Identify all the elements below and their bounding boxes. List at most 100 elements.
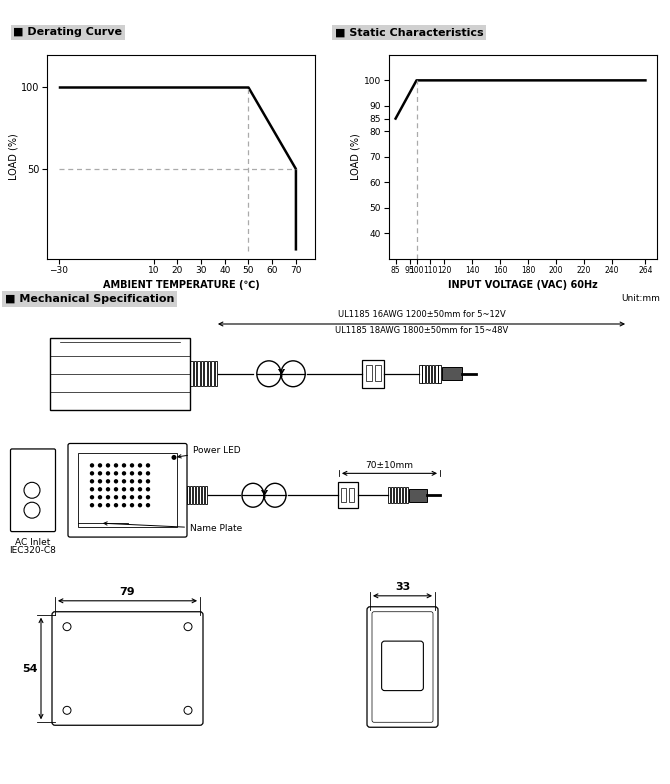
Circle shape [146,471,150,476]
Text: ■ Derating Curve: ■ Derating Curve [13,27,123,38]
Text: UL1185 16AWG 1200±50mm for 5~12V: UL1185 16AWG 1200±50mm for 5~12V [338,310,505,319]
Text: Y: Y [277,368,285,379]
Bar [196,486,198,504]
Y-axis label: LOAD (%): LOAD (%) [8,133,18,180]
Circle shape [130,479,134,484]
Circle shape [106,479,110,484]
Circle shape [98,503,103,507]
Circle shape [138,471,142,476]
Text: 54: 54 [23,663,38,673]
Circle shape [106,463,110,467]
Bar [50,338,190,409]
Bar [397,488,399,503]
Circle shape [138,479,142,484]
Bar [425,365,428,383]
Circle shape [90,503,94,507]
Text: Unit:mm: Unit:mm [621,294,660,303]
Bar [194,361,196,387]
Bar [214,361,217,387]
Circle shape [90,479,94,484]
Text: ■ Mechanical Specification: ■ Mechanical Specification [5,294,174,304]
Circle shape [138,487,142,492]
Bar [400,488,402,503]
Circle shape [172,455,176,460]
Bar [202,486,204,504]
Bar [193,486,195,504]
Circle shape [90,471,94,476]
Bar [197,361,200,387]
Bar [403,488,405,503]
Text: Power LED: Power LED [178,446,241,458]
Circle shape [106,471,110,476]
Bar [432,365,434,383]
Circle shape [106,503,110,507]
Bar [78,453,177,527]
Circle shape [130,463,134,467]
Bar [409,488,427,502]
Text: 79: 79 [120,586,135,597]
Circle shape [146,463,150,467]
Bar [438,365,441,383]
Bar [419,365,421,383]
Bar [362,360,384,388]
Circle shape [98,479,103,484]
Bar [388,488,390,503]
Bar [204,361,207,387]
Circle shape [122,503,126,507]
Text: AC Inlet: AC Inlet [15,538,51,547]
Circle shape [130,503,134,507]
Bar [211,361,214,387]
Bar [200,361,203,387]
Circle shape [106,495,110,499]
Circle shape [122,471,126,476]
Bar [208,361,210,387]
Bar [394,488,396,503]
Text: 33: 33 [395,582,410,592]
Circle shape [90,487,94,492]
Y-axis label: LOAD (%): LOAD (%) [351,133,361,180]
Circle shape [146,503,150,507]
Text: 70±10mm: 70±10mm [366,461,413,470]
Bar [406,488,408,503]
Bar [190,486,192,504]
Bar [442,368,462,380]
Circle shape [114,463,118,467]
Text: ■ Static Characteristics: ■ Static Characteristics [335,27,484,38]
Circle shape [146,479,150,484]
Circle shape [114,495,118,499]
Circle shape [146,495,150,499]
Circle shape [114,479,118,484]
Bar [190,361,193,387]
Bar [375,365,381,381]
Bar [341,488,346,503]
Circle shape [98,463,103,467]
Circle shape [130,471,134,476]
Bar [366,365,373,381]
Text: Name Plate: Name Plate [104,522,243,533]
Circle shape [130,495,134,499]
X-axis label: INPUT VOLTAGE (VAC) 60Hz: INPUT VOLTAGE (VAC) 60Hz [448,280,598,289]
Circle shape [146,487,150,492]
Circle shape [122,495,126,499]
Circle shape [98,487,103,492]
Circle shape [130,487,134,492]
Circle shape [122,463,126,467]
Circle shape [122,487,126,492]
Circle shape [98,495,103,499]
Text: UL1185 18AWG 1800±50mm for 15~48V: UL1185 18AWG 1800±50mm for 15~48V [335,326,508,335]
Circle shape [98,471,103,476]
Text: IEC320-C8: IEC320-C8 [9,546,56,555]
X-axis label: AMBIENT TEMPERATURE (℃): AMBIENT TEMPERATURE (℃) [103,280,259,289]
Circle shape [114,487,118,492]
Bar [349,488,354,503]
Circle shape [138,495,142,499]
Bar [199,486,201,504]
Bar [436,365,438,383]
Bar [391,488,393,503]
Text: Y: Y [261,490,267,500]
Circle shape [114,471,118,476]
Circle shape [90,463,94,467]
Bar [205,486,207,504]
Circle shape [122,479,126,484]
Bar [422,365,425,383]
